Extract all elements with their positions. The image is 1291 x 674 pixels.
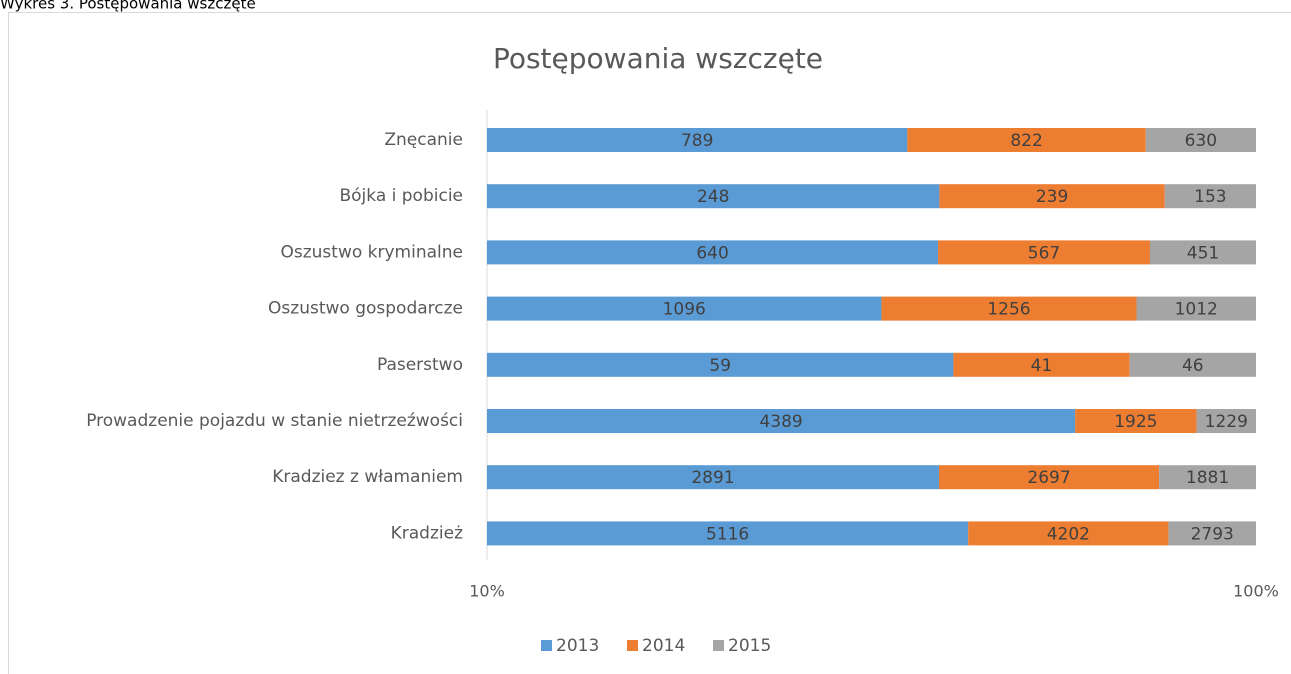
legend-label: 2013 (556, 636, 599, 656)
y-tick-label: Oszustwo kryminalne (281, 242, 464, 262)
data-label: 640 (696, 243, 728, 263)
y-tick-label: Znęcanie (384, 130, 463, 150)
bar-segment (938, 240, 1150, 265)
data-label: 2793 (1191, 524, 1234, 544)
bar-segment (487, 465, 940, 490)
y-tick-label: Paserstwo (377, 355, 463, 375)
data-label: 1012 (1175, 300, 1218, 320)
bar-segment (487, 184, 940, 209)
bar-segment (939, 465, 1160, 490)
data-label: 1256 (987, 300, 1030, 320)
y-tick-label: Kradziez z włamaniem (272, 467, 463, 487)
bar-segment (487, 409, 1076, 433)
bar-segment (1129, 352, 1256, 377)
data-label: 822 (1010, 131, 1042, 151)
data-label: 1925 (1114, 412, 1157, 432)
y-tick-label: Kradzież (391, 523, 463, 543)
data-label: 451 (1187, 243, 1219, 263)
chart-title: Postępowania wszczęte (493, 42, 823, 75)
bar-segment (1168, 521, 1256, 546)
bar-segment (1159, 465, 1256, 490)
bar-segment (968, 521, 1169, 546)
bar-segment (907, 128, 1146, 152)
bar-segment (487, 240, 939, 265)
data-label: 248 (697, 187, 729, 207)
bar-segment (1075, 409, 1197, 433)
data-label: 1096 (663, 300, 706, 320)
data-label: 2891 (691, 468, 734, 488)
data-label: 59 (709, 356, 731, 376)
y-tick-label: Prowadzenie pojazdu w stanie nietrzeźwoś… (86, 411, 463, 431)
data-label: 789 (681, 131, 713, 151)
legend-swatch (541, 640, 552, 651)
data-label: 153 (1194, 187, 1226, 207)
legend-swatch (713, 640, 724, 651)
data-label: 2697 (1027, 468, 1070, 488)
bar-segment (1149, 240, 1256, 265)
header: Wykres 3. Postępowania wszczęte (0, 0, 256, 13)
legend-label: 2014 (642, 636, 685, 656)
data-label: 5116 (706, 524, 749, 544)
bar-segment (1136, 296, 1256, 321)
data-label: 630 (1185, 131, 1217, 151)
x-tick-label: 100% (1233, 582, 1279, 601)
x-tick-label: 10% (469, 582, 505, 601)
data-label: 567 (1028, 243, 1060, 263)
data-label: 4202 (1047, 524, 1090, 544)
data-label: 1229 (1205, 412, 1248, 432)
data-label: 41 (1031, 356, 1053, 376)
bar-segment (939, 184, 1165, 209)
bar-segment (881, 296, 1137, 321)
data-label: 1881 (1186, 468, 1229, 488)
bar-segment (1196, 409, 1256, 433)
bar-segment (487, 128, 908, 152)
bar-segment (1164, 184, 1256, 209)
y-tick-label: Oszustwo gospodarcze (268, 299, 463, 319)
y-tick-label: Bójka i pobicie (339, 186, 463, 206)
data-label: 46 (1182, 356, 1204, 376)
bar-segment (487, 352, 954, 377)
bar-segment (1145, 128, 1256, 152)
bar-segment (953, 352, 1130, 377)
data-label: 4389 (759, 412, 802, 432)
bar-segment (487, 521, 969, 546)
bar-segment (487, 296, 882, 321)
data-label: 239 (1036, 187, 1068, 207)
legend-swatch (627, 640, 638, 651)
chart-frame (8, 12, 1291, 674)
legend-label: 2015 (728, 636, 771, 656)
